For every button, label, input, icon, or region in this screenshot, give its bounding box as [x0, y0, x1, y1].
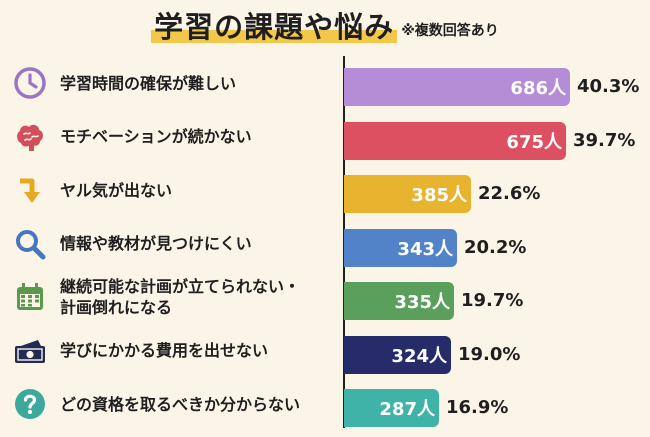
category-label: 学びにかかる費用を出せない: [60, 328, 340, 374]
category-label: 情報や教材が見つけにくい: [60, 221, 340, 267]
chart-title-area: 学習の課題や悩み ※複数回答あり: [0, 6, 650, 46]
search-icon: [12, 226, 48, 262]
chart-row: ヤル気が出ない 385人 22.6%: [0, 167, 650, 217]
bar: 335人: [344, 282, 454, 320]
category-label-line: 学習時間の確保が難しい: [60, 73, 237, 93]
chart-row: 情報や教材が見つけにくい 343人 20.2%: [0, 221, 650, 271]
bar: 324人: [344, 335, 451, 374]
arrow-down-icon: [12, 172, 48, 208]
bar: 343人: [344, 228, 457, 267]
percentage-label: 19.7%: [461, 290, 524, 311]
category-label-line: ヤル気が出ない: [60, 180, 173, 200]
bar-value-label: 385人: [411, 185, 467, 206]
bar-value-label: 343人: [397, 238, 453, 260]
category-label-line: モチベーションが続かない: [60, 127, 252, 146]
percentage-label: 22.6%: [478, 183, 541, 204]
bar-value-label: 324人: [391, 345, 447, 367]
category-label-line: どの資格を取るべきか分からない: [60, 394, 301, 414]
category-label: どの資格を取るべきか分からない: [60, 381, 340, 427]
category-label-line: 情報や教材が見つけにくい: [60, 234, 252, 253]
category-label-line: 継続可能な計画が立てられない・: [60, 277, 301, 296]
bar-value-label: 675人: [506, 131, 562, 153]
category-label-line: 計画倒れになる: [60, 298, 173, 317]
percentage-label: 39.7%: [573, 129, 636, 151]
bar-value-label: 335人: [394, 292, 450, 313]
money-icon: [12, 333, 48, 369]
bar-value-label: 686人: [510, 78, 566, 99]
chart-subtitle: ※複数回答あり: [401, 23, 499, 39]
chart-title: 学習の課題や悩み: [151, 8, 398, 46]
category-label: 学習時間の確保が難しい: [60, 60, 340, 106]
chart-row: 継続可能な計画が立てられない・ 計画倒れになる 335人 19.7%: [0, 274, 650, 324]
chart-row: どの資格を取るべきか分からない 287人 16.9%: [0, 381, 650, 431]
percentage-label: 16.9%: [446, 397, 509, 418]
chart-row: モチベーションが続かない 675人 39.7%: [0, 114, 650, 164]
brain-icon: [12, 119, 48, 155]
bar: 287人: [344, 389, 439, 427]
bar-value-label: 287人: [379, 399, 435, 420]
category-label-line: 学びにかかる費用を出せない: [60, 341, 269, 360]
chart-row: 学習時間の確保が難しい 686人 40.3%: [0, 60, 650, 110]
percentage-label: 40.3%: [577, 76, 640, 97]
calendar-icon: [12, 279, 48, 315]
bar: 686人: [344, 68, 570, 106]
category-label: ヤル気が出ない: [60, 167, 340, 213]
category-label: モチベーションが続かない: [60, 114, 340, 160]
chart-row: 学びにかかる費用を出せない 324人 19.0%: [0, 328, 650, 378]
question-icon: [12, 386, 48, 422]
clock-icon: [12, 65, 48, 101]
bar: 675人: [344, 121, 566, 160]
percentage-label: 19.0%: [458, 343, 521, 365]
percentage-label: 20.2%: [464, 236, 527, 258]
bar: 385人: [344, 175, 471, 213]
category-label: 継続可能な計画が立てられない・ 計画倒れになる: [60, 274, 340, 320]
